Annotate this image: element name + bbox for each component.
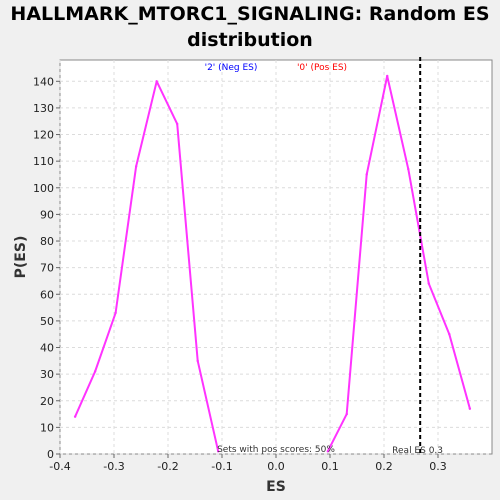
series-point	[93, 370, 97, 373]
legend: '2' (Neg ES) '0' (Pos ES)	[205, 63, 347, 73]
y-tick-label: 0	[47, 448, 54, 461]
x-tick-label: 0.1	[321, 460, 339, 473]
axes: 0 10 20 30 40 50 60 70 80 90 100 110 120 130 140 -0.4 -0…	[33, 75, 447, 473]
y-tick-label: 100	[33, 182, 54, 195]
x-tick-label: 0.2	[375, 460, 393, 473]
series-point	[155, 80, 158, 83]
series-point	[326, 450, 330, 453]
series-point	[175, 122, 179, 126]
series-point	[365, 173, 368, 176]
y-tick-label: 20	[40, 395, 54, 408]
series-point	[217, 450, 220, 453]
y-tick-label: 140	[33, 75, 54, 88]
series-point	[468, 407, 472, 410]
series-point	[345, 412, 348, 416]
x-tick-label: 0.0	[267, 460, 285, 473]
y-tick-label: 110	[33, 155, 54, 168]
x-tick-label: -0.1	[211, 460, 232, 473]
x-tick-label: 0.3	[429, 460, 447, 473]
series-line	[326, 75, 471, 452]
chart-title-line1: HALLMARK_MTORC1_SIGNALING: Random ES	[10, 3, 489, 25]
series-point	[407, 167, 410, 171]
x-tick-label: -0.4	[49, 460, 70, 473]
y-tick-label: 90	[40, 208, 54, 221]
y-tick-label: 130	[33, 102, 54, 115]
y-tick-label: 60	[40, 288, 54, 301]
legend-entry: '2' (Neg ES)	[205, 63, 258, 73]
series-point	[448, 333, 451, 336]
x-axis-label: ES	[266, 479, 286, 495]
series-point	[196, 359, 199, 363]
series-point	[134, 165, 138, 168]
series-point	[73, 415, 77, 418]
plot-area	[59, 59, 493, 455]
series-point	[386, 74, 389, 78]
series-layer	[73, 74, 472, 453]
y-axis-label: P(ES)	[13, 236, 29, 279]
pos-scores-note: Sets with pos scores: 50%	[217, 445, 335, 455]
y-tick-label: 80	[40, 235, 54, 248]
legend-entry: '0' (Pos ES)	[297, 63, 347, 73]
real-es-label: Real ES 0.3	[392, 446, 443, 456]
series-point	[114, 311, 117, 315]
series-point	[427, 282, 431, 285]
series-line	[74, 80, 220, 452]
y-tick-label: 50	[40, 315, 54, 328]
y-tick-label: 30	[40, 368, 54, 381]
y-tick-label: 10	[40, 421, 54, 434]
y-tick-label: 70	[40, 262, 54, 275]
chart-title-line2: distribution	[187, 29, 313, 51]
x-tick-label: -0.3	[103, 460, 124, 473]
x-tick-label: -0.2	[157, 460, 178, 473]
y-tick-label: 40	[40, 342, 54, 355]
y-tick-label: 120	[33, 129, 54, 142]
